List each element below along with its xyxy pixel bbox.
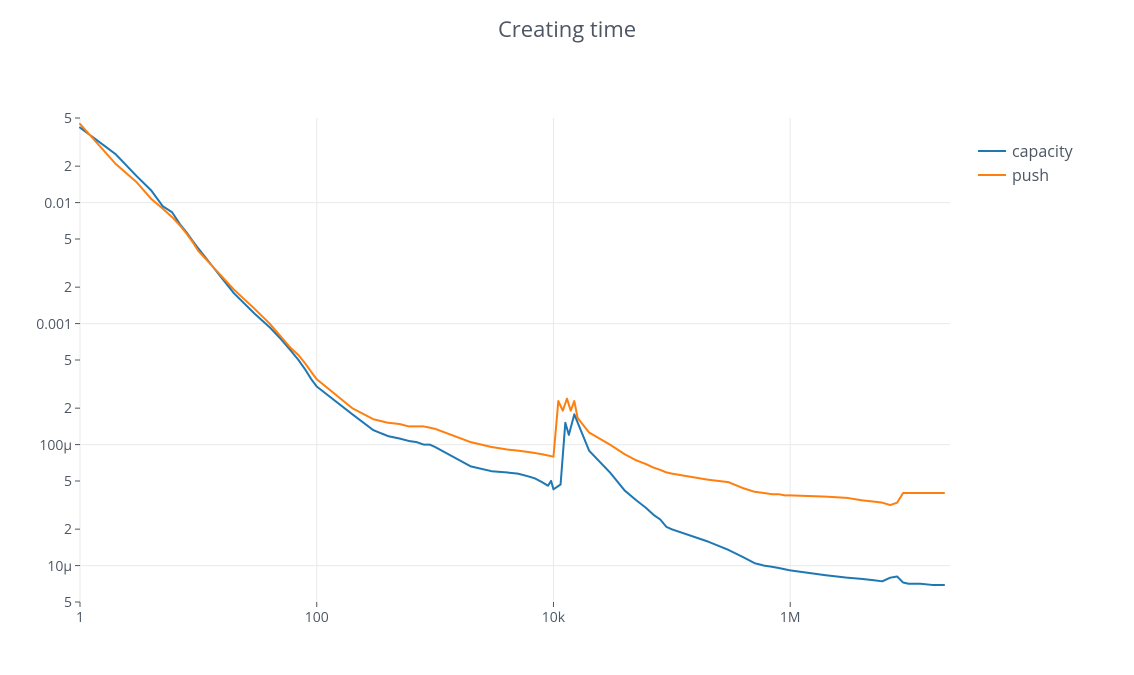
legend: capacitypush <box>978 140 1073 188</box>
legend-item-push[interactable]: push <box>978 164 1073 186</box>
chart-container: Creating time 510μ25100μ250.001250.0125 … <box>0 0 1134 675</box>
legend-label: push <box>1012 164 1049 186</box>
plot-area[interactable] <box>0 0 1134 675</box>
legend-swatch <box>978 150 1006 152</box>
legend-label: capacity <box>1012 140 1073 162</box>
legend-swatch <box>978 174 1006 176</box>
legend-item-capacity[interactable]: capacity <box>978 140 1073 162</box>
